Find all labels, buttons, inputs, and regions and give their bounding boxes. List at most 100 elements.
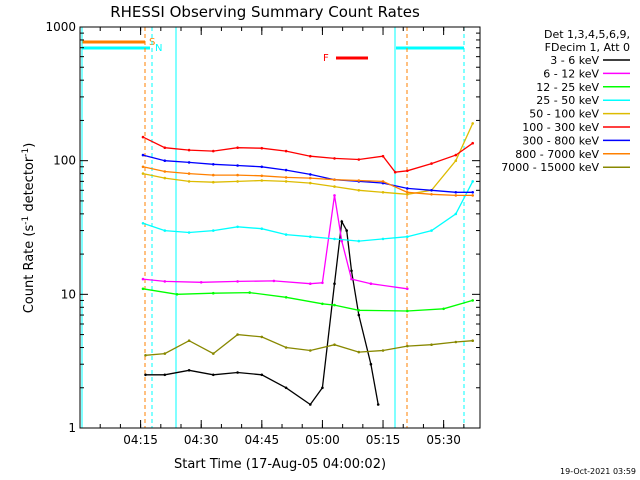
series-2-point-4 [284,296,288,299]
series-8-point-14 [471,339,475,343]
series-5-point-12 [406,169,409,173]
series-0-point-14 [369,362,373,366]
series-2-point-7 [357,309,361,312]
series-1-point-2 [199,281,203,284]
series-3-point-14 [471,180,475,183]
series-5-point-5 [260,146,264,150]
series-4-point-5 [260,179,264,182]
series-0-point-3 [212,373,215,377]
series-5-point-4 [236,146,239,149]
x-tick-label-3: 05:00 [305,433,340,447]
series-3-point-3 [212,229,215,232]
series-5-point-6 [284,149,288,153]
series-8-point-4 [236,333,239,336]
plot-frame [79,26,481,429]
series-6-point-14 [471,191,475,194]
series-0-point-15 [376,403,380,406]
x-tick-label-0: 04:15 [123,433,158,447]
legend-header-0: Det 1,3,4,5,6,9, [544,28,630,41]
series-0-point-7 [309,403,312,406]
series-6-point-7 [309,173,312,176]
series-5-point-11 [393,170,397,174]
series-0-point-2 [187,369,191,372]
series-1-point-0 [141,277,145,281]
series-2-point-5 [321,302,324,306]
series-line-5 [142,136,474,173]
series-8-point-2 [187,339,191,343]
series-3-point-6 [284,233,288,236]
y-axis-label-end: ) [22,143,37,148]
x-axis-label: Start Time (17-Aug-05 04:00:02) [174,457,386,472]
series-1-point-6 [321,281,324,285]
series-4-point-10 [381,191,385,194]
series-5-point-15 [471,141,475,145]
legend-label-5: 100 - 300 keV [522,121,599,134]
series-2-point-2 [212,291,215,295]
series-7-point-10 [381,180,385,183]
series-5-point-1 [163,146,167,149]
series-4-point-11 [406,193,409,196]
series-4-point-13 [454,159,458,162]
series-2-point-10 [471,299,475,302]
series-6-point-2 [187,161,191,164]
series-8-point-3 [212,352,215,355]
axes: 04:15 04:30 04:45 05:00 05:15 05:30 1 10 100 1000 [45,20,481,447]
series-4-point-14 [471,122,475,125]
series-4-point-6 [284,180,288,183]
series-7-point-6 [284,176,288,179]
plot-area: SNF [81,27,475,428]
timestamp: 19-Oct-2021 03:59 [560,467,636,476]
series-0-point-9 [333,282,336,286]
legend-label-8: 7000 - 15000 keV [501,161,599,174]
series-7-point-3 [212,173,215,177]
series-1-point-8 [340,239,344,243]
series-4-point-7 [309,181,312,185]
series-2-point-9 [442,307,445,311]
series-4-point-8 [333,185,336,188]
y-tick-label-1: 10 [61,287,76,301]
x-tick-label-1: 04:30 [184,433,219,447]
legend-label-0: 3 - 6 keV [550,54,599,67]
series-3-point-12 [430,229,433,232]
series-0-point-6 [284,386,288,390]
series-0-point-1 [163,373,167,377]
series-0-point-12 [350,269,353,273]
series-7-point-2 [187,172,191,175]
legend-label-2: 12 - 25 keV [536,81,599,94]
series-6-point-0 [141,153,145,157]
series-7-point-4 [236,173,239,177]
series-8-point-0 [144,354,147,357]
series-3-point-7 [309,235,312,238]
legend: Det 1,3,4,5,6,9,FDecim 1, Att 03 - 6 keV… [501,28,630,174]
series-3-point-0 [141,222,145,225]
series-5-point-10 [381,154,385,158]
series-3-point-13 [454,212,458,216]
series-2-point-6 [333,303,336,307]
flare-flag-label: F [323,53,329,64]
series-7-point-0 [141,165,145,169]
series-7-point-1 [163,170,167,173]
series-8-point-5 [260,335,264,339]
series-5-point-3 [212,149,215,153]
series-8-point-6 [284,346,288,349]
series-5-point-0 [141,135,145,139]
y-axis-label-sup1: -1 [21,216,31,225]
x-tick-label-4: 05:15 [366,433,401,447]
series-1-point-1 [163,280,167,283]
y-tick-label-0: 1 [68,421,76,435]
series-1-point-7 [333,194,336,197]
series-2-point-1 [175,293,179,296]
series-4-point-3 [212,180,215,184]
series-2-point-3 [248,291,251,294]
y-axis-label: Count Rate (s-1 detector-1) [21,143,37,314]
legend-label-6: 300 - 800 keV [522,134,599,147]
series-0-point-13 [357,313,361,317]
series-6-point-13 [454,191,458,194]
legend-label-7: 800 - 7000 keV [515,148,599,161]
series-6-point-6 [284,168,288,172]
series-6-point-3 [212,163,215,166]
y-tick-label-3: 1000 [45,20,76,34]
series-7-point-5 [260,174,264,178]
